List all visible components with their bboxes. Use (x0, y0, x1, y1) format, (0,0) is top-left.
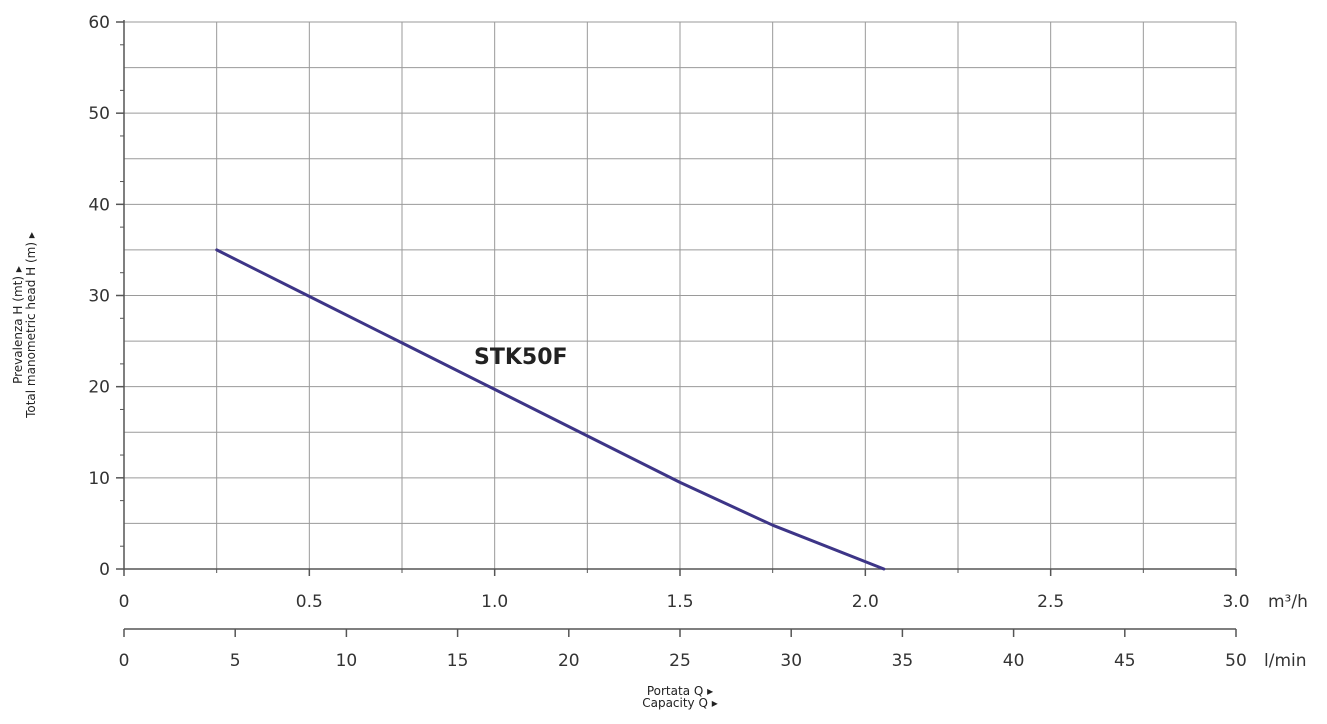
x-tick-label: 0 (119, 592, 130, 612)
series-label: STK50F (474, 345, 568, 370)
x-secondary-tick-label: 45 (1114, 651, 1136, 671)
x-secondary-tick-label: 10 (336, 651, 358, 671)
x-axis-unit-secondary: l/min (1264, 651, 1307, 671)
y-tick-label: 50 (88, 104, 110, 124)
x-tick-label: 1.5 (666, 592, 693, 612)
x-axis-unit-primary: m³/h (1268, 592, 1308, 612)
x-tick-label: 3.0 (1222, 592, 1249, 612)
x-secondary-tick-label: 0 (119, 651, 130, 671)
y-tick-label: 30 (88, 287, 110, 307)
x-axis-label: Portata Q ▸ Capacity Q ▸ (560, 685, 800, 709)
y-tick-label: 20 (88, 378, 110, 398)
x-tick-label: 2.0 (852, 592, 879, 612)
y-axis-label: Prevalenza H (mt) ▸ Total manometric hea… (5, 155, 45, 495)
x-secondary-tick-label: 5 (230, 651, 241, 671)
y-axis-label-line-2: Total manometric head H (m) ▸ (24, 232, 38, 418)
y-tick-label: 10 (88, 469, 110, 489)
x-secondary-tick-label: 35 (892, 651, 914, 671)
x-axis-label-line-2: Capacity Q ▸ (642, 696, 718, 710)
x-secondary-tick-label: 25 (669, 651, 691, 671)
series-line (215, 248, 886, 571)
x-secondary-tick-label: 20 (558, 651, 580, 671)
x-axis-label-line-1: Portata Q ▸ (646, 684, 714, 698)
x-secondary-tick-label: 30 (780, 651, 802, 671)
x-tick-label: 2.5 (1037, 592, 1064, 612)
x-secondary-tick-label: 15 (447, 651, 469, 671)
x-secondary-tick-label: 40 (1003, 651, 1025, 671)
x-tick-label: 1.0 (481, 592, 508, 612)
x-secondary-tick-label: 50 (1225, 651, 1247, 671)
y-tick-label: 40 (88, 195, 110, 215)
y-tick-label: 0 (99, 560, 110, 580)
y-tick-label: 60 (88, 13, 110, 33)
x-tick-label: 0.5 (296, 592, 323, 612)
